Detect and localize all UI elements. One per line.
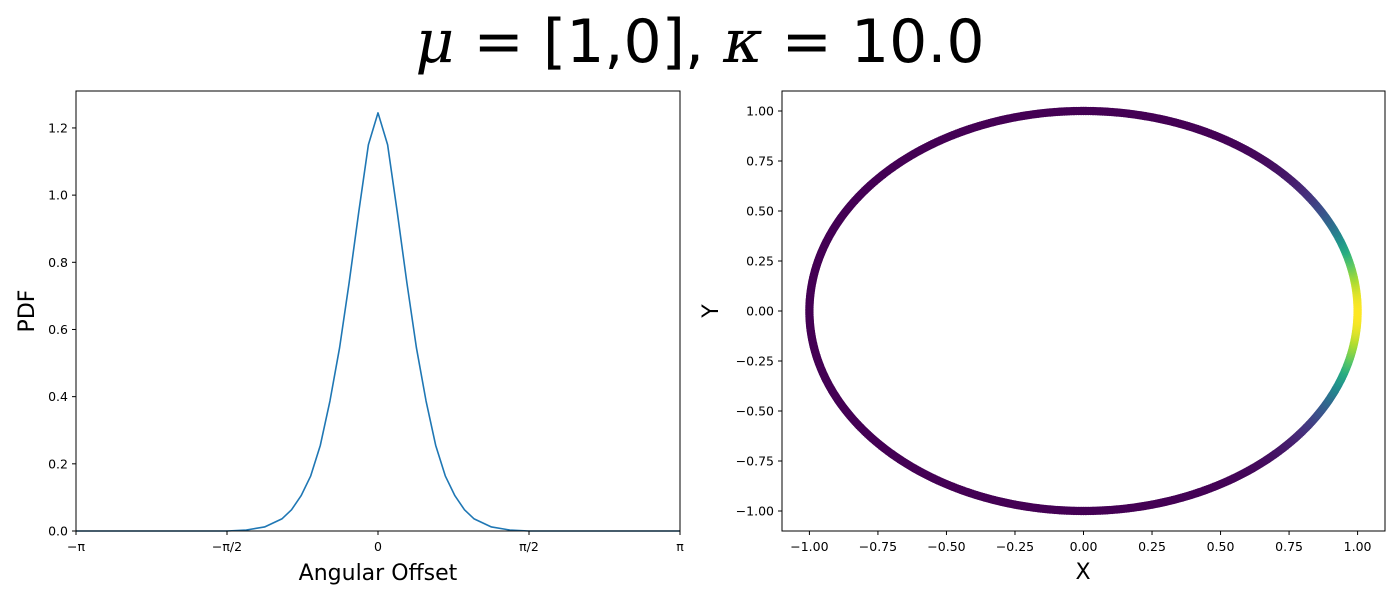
left-x-ticks: −π −π/2 0 π/2 π [67, 531, 684, 554]
right-x-ticks: −1.00 −0.75 −0.50 −0.25 0.00 0.25 0.50 0.75 1.00 [790, 531, 1372, 554]
right-x-tick-label: −1.00 [790, 539, 828, 554]
left-y-tick-label: 0.0 [48, 524, 68, 539]
right-x-tick-label: 1.00 [1344, 539, 1372, 554]
left-y-tick-label: 1.2 [48, 120, 68, 135]
right-x-tick-label: 0.00 [1070, 539, 1098, 554]
right-y-tick-label: 0.75 [746, 154, 774, 169]
right-x-tick-label: 0.50 [1207, 539, 1235, 554]
left-y-tick-label: 0.6 [48, 322, 68, 337]
pdf-series-layer [76, 112, 680, 532]
right-x-tick-label: −0.50 [927, 539, 965, 554]
figure-title: μ = [1,0], κ = 10.0 [415, 7, 984, 77]
left-y-tick-label: 0.8 [48, 255, 68, 270]
left-x-axis-label: Angular Offset [299, 561, 458, 586]
pdf-line-chart: −π −π/2 0 π/2 π 0.0 0.2 0.4 0.6 0.8 1.0 1.2 Angula… [15, 90, 684, 586]
circle-points-layer [805, 106, 1362, 516]
right-y-tick-label: −0.75 [736, 454, 774, 469]
left-y-tick-label: 0.4 [48, 389, 68, 404]
right-y-tick-label: −0.25 [736, 354, 774, 369]
right-y-tick-label: 0.00 [746, 304, 774, 319]
left-y-axis-label: PDF [15, 290, 40, 333]
left-x-tick-label: −π [67, 539, 85, 554]
right-y-axis-label: Y [699, 304, 724, 319]
left-x-tick-label: 0 [374, 539, 382, 554]
left-y-ticks: 0.0 0.2 0.4 0.6 0.8 1.0 1.2 [48, 120, 76, 539]
right-x-tick-label: −0.75 [859, 539, 897, 554]
left-x-tick-label: π/2 [519, 539, 539, 554]
left-x-tick-label: −π/2 [212, 539, 242, 554]
left-y-tick-label: 1.0 [48, 188, 68, 203]
right-x-tick-label: 0.75 [1275, 539, 1303, 554]
circle-scatter-chart: −1.00 −0.75 −0.50 −0.25 0.00 0.25 0.50 0.75 1.00… [699, 90, 1386, 585]
right-y-tick-label: 0.25 [746, 254, 774, 269]
right-y-tick-label: −1.00 [736, 504, 774, 519]
right-y-ticks: −1.00 −0.75 −0.50 −0.25 0.00 0.25 0.50 0.75 1.00 [736, 104, 782, 519]
right-y-tick-label: 1.00 [746, 104, 774, 119]
right-y-tick-label: −0.50 [736, 404, 774, 419]
right-y-tick-label: 0.50 [746, 204, 774, 219]
circle-point [805, 305, 814, 314]
left-y-tick-label: 0.2 [48, 456, 68, 471]
right-x-tick-label: 0.25 [1138, 539, 1166, 554]
right-x-axis-label: X [1075, 560, 1090, 585]
right-x-tick-label: −0.25 [996, 539, 1034, 554]
left-x-tick-label: π [676, 539, 684, 554]
pdf-line-series-0 [76, 112, 680, 532]
